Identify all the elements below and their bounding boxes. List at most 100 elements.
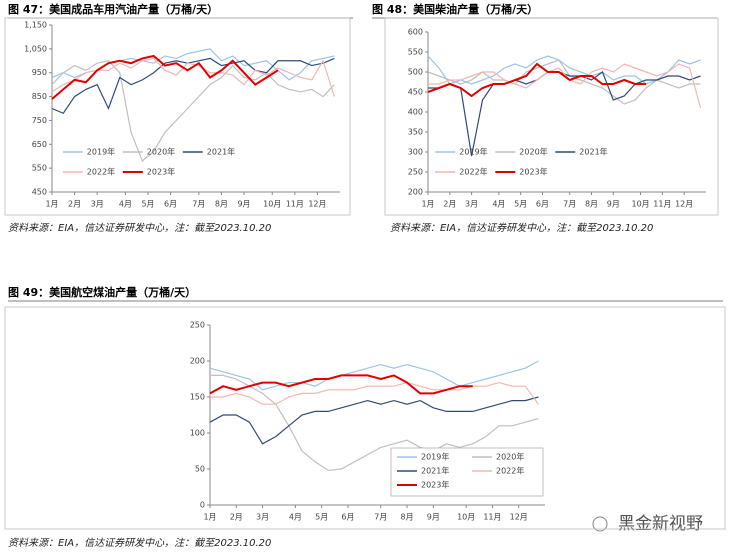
legend-label: 2021年: [421, 466, 449, 476]
x-tick-label: 12月: [510, 513, 528, 522]
series-line: [51, 60, 335, 162]
legend-label: 2021年: [579, 147, 607, 157]
y-tick-label: 1,050: [24, 44, 47, 53]
x-tick-label: 9月: [427, 513, 440, 522]
watermark-icon: [592, 516, 608, 532]
x-tick-label: 1月: [421, 200, 434, 209]
x-tick-label: 7月: [374, 513, 387, 522]
x-tick-label: 3月: [91, 200, 104, 209]
y-tick-label: 250: [408, 168, 423, 177]
series-line: [51, 54, 279, 100]
chart-frame: [384, 17, 719, 216]
series-line: [427, 62, 647, 98]
y-tick-label: 850: [32, 92, 47, 101]
y-tick-label: 150: [190, 393, 205, 402]
y-tick-label: 600: [408, 28, 423, 37]
x-tick-label: 12月: [675, 200, 693, 209]
x-tick-label: 7月: [563, 200, 576, 209]
x-tick-label: 4月: [289, 513, 302, 522]
legend-label: 2022年: [496, 466, 524, 476]
y-tick-label: 450: [408, 88, 423, 97]
y-tick-label: 550: [408, 48, 423, 57]
y-tick-label: 200: [408, 188, 423, 197]
y-tick-label: 0: [200, 501, 205, 510]
x-tick-label: 6月: [164, 200, 177, 209]
series-line: [427, 55, 701, 85]
series-line: [210, 381, 539, 405]
y-tick-label: 750: [32, 116, 47, 125]
x-tick-label: 9月: [607, 200, 620, 209]
x-tick-label: 10月: [263, 200, 281, 209]
x-tick-label: 12月: [308, 200, 326, 209]
x-tick-label: 1月: [203, 513, 216, 522]
legend-label: 2023年: [421, 480, 449, 490]
series-line: [210, 374, 539, 472]
x-tick-label: 11月: [286, 200, 304, 209]
y-tick-label: 950: [32, 68, 47, 77]
series-line: [427, 59, 701, 105]
legend-label: 2020年: [147, 147, 175, 157]
x-tick-label: 8月: [585, 200, 598, 209]
legend-label: 2022年: [459, 167, 487, 177]
x-tick-label: 5月: [514, 200, 527, 209]
y-tick-label: 450: [32, 188, 47, 197]
x-tick-label: 1月: [45, 200, 58, 209]
x-tick-label: 2月: [68, 200, 81, 209]
x-tick-label: 11月: [483, 513, 501, 522]
legend-label: 2021年: [207, 147, 235, 157]
source: 资料来源：EIA，信达证券研发中心，注：截至2023.10.20: [390, 222, 653, 234]
legend-label: 2019年: [87, 147, 115, 157]
x-tick-label: 11月: [653, 200, 671, 209]
series-line: [51, 57, 335, 97]
legend-label: 2020年: [519, 147, 547, 157]
x-tick-label: 8月: [215, 200, 228, 209]
y-tick-label: 550: [32, 164, 47, 173]
x-tick-label: 6月: [341, 513, 354, 522]
y-tick-label: 250: [190, 321, 205, 330]
y-tick-label: 650: [32, 140, 47, 149]
series-line: [209, 360, 539, 391]
series-line: [428, 71, 701, 157]
x-tick-label: 7月: [192, 200, 205, 209]
y-tick-label: 1,150: [24, 21, 47, 30]
y-tick-label: 400: [408, 108, 423, 117]
x-tick-label: 4月: [119, 200, 132, 209]
x-tick-label: 2月: [443, 200, 456, 209]
y-tick-label: 50: [195, 465, 205, 474]
legend-label: 2023年: [147, 167, 175, 177]
x-tick-label: 8月: [401, 513, 414, 522]
x-tick-label: 5月: [141, 200, 154, 209]
x-tick-label: 10月: [457, 513, 475, 522]
series-line: [51, 57, 335, 115]
y-tick-label: 350: [408, 128, 423, 137]
x-tick-label: 6月: [536, 200, 549, 209]
y-tick-label: 200: [190, 357, 205, 366]
legend-label: 2019年: [421, 452, 449, 462]
legend-label: 2023年: [519, 167, 547, 177]
source: 资料来源：EIA，信达证券研发中心，注：截至2023.10.20: [8, 537, 271, 549]
legend-label: 2020年: [496, 452, 524, 462]
y-tick-label: 300: [408, 148, 423, 157]
chart-frame: [4, 17, 351, 216]
series-line: [209, 396, 539, 445]
figure-title: 图 49：美国航空煤油产量（万桶/天）: [8, 285, 196, 299]
x-tick-label: 3月: [465, 200, 478, 209]
series-line: [209, 374, 473, 395]
x-tick-label: 5月: [315, 513, 328, 522]
source: 资料来源：EIA，信达证券研发中心，注：截至2023.10.20: [8, 222, 271, 234]
x-tick-label: 2月: [230, 513, 243, 522]
figure-title: 图 47：美国成品车用汽油产量（万桶/天）: [8, 2, 218, 16]
legend-box: [390, 447, 544, 497]
x-tick-label: 4月: [492, 200, 505, 209]
x-tick-label: 3月: [256, 513, 269, 522]
legend-label: 2019年: [459, 147, 487, 157]
x-tick-label: 10月: [631, 200, 649, 209]
y-tick-label: 500: [408, 68, 423, 77]
y-tick-label: 100: [190, 429, 205, 438]
legend-label: 2022年: [87, 167, 115, 177]
chart-frame: [4, 306, 726, 530]
series-line: [428, 63, 702, 109]
figure-title: 图 48：美国柴油产量（万桶/天）: [372, 2, 538, 16]
watermark: 黑金新视野: [618, 514, 703, 534]
